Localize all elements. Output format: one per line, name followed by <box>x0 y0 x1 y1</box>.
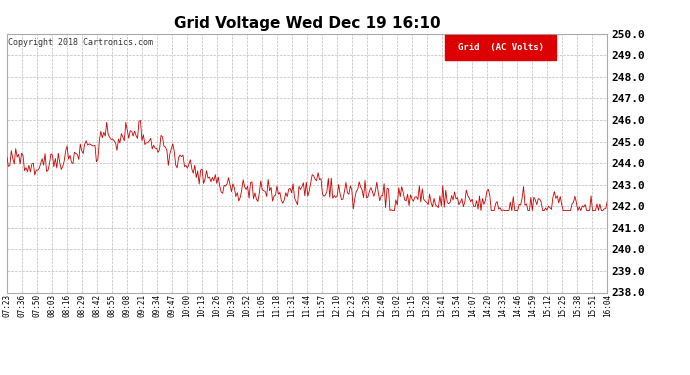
Text: Grid  (AC Volts): Grid (AC Volts) <box>457 43 544 52</box>
Title: Grid Voltage Wed Dec 19 16:10: Grid Voltage Wed Dec 19 16:10 <box>174 16 440 31</box>
Text: Copyright 2018 Cartronics.com: Copyright 2018 Cartronics.com <box>8 38 153 46</box>
Bar <box>445 35 556 60</box>
